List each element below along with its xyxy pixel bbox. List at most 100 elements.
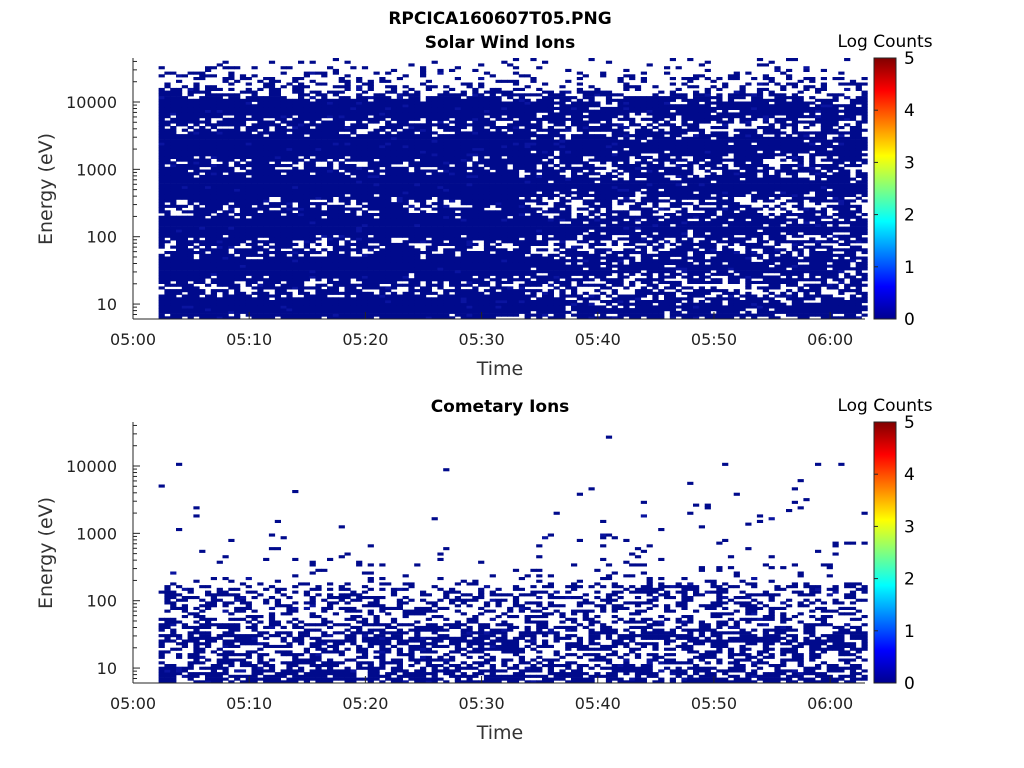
heatmap-cell <box>431 101 438 105</box>
heatmap-cell <box>263 229 270 233</box>
heatmap-cell <box>309 302 316 306</box>
heatmap-cell <box>454 240 461 244</box>
heatmap-cell <box>478 82 485 86</box>
heatmap-cell <box>303 142 310 146</box>
heatmap-cell <box>466 185 473 189</box>
heatmap-cell <box>495 180 502 184</box>
heatmap-cell <box>373 270 380 274</box>
heatmap-cell <box>181 191 188 195</box>
heatmap-cell <box>443 300 450 304</box>
heatmap-cell <box>402 270 409 274</box>
heatmap-cell <box>431 158 438 162</box>
heatmap-cell <box>425 196 432 200</box>
heatmap-cell <box>431 256 438 260</box>
heatmap-cell <box>478 191 485 195</box>
heatmap-cell <box>239 223 247 227</box>
heatmap-cell <box>460 278 467 282</box>
heatmap-cell <box>478 253 485 257</box>
heatmap-cell <box>176 234 183 238</box>
heatmap-cell <box>512 147 520 151</box>
heatmap-cell <box>483 256 491 260</box>
heatmap-cell <box>507 79 514 83</box>
heatmap-cell <box>193 310 200 314</box>
heatmap-cell <box>158 245 165 249</box>
heatmap-cell <box>228 316 235 320</box>
heatmap-cell <box>443 302 450 306</box>
heatmap-cell <box>443 267 450 271</box>
heatmap-cell <box>327 109 334 113</box>
heatmap-cell <box>286 128 293 132</box>
heatmap-cell <box>344 139 351 143</box>
heatmap-cell <box>338 120 345 124</box>
heatmap-cell <box>454 177 461 181</box>
heatmap-cell <box>181 308 188 312</box>
heatmap-cell <box>524 155 531 159</box>
heatmap-cell <box>257 169 264 173</box>
heatmap-cell <box>478 77 485 81</box>
heatmap-cell <box>431 117 438 121</box>
heatmap-cell <box>228 294 235 298</box>
heatmap-cell <box>303 213 310 217</box>
heatmap-cell <box>390 242 398 246</box>
heatmap-cell <box>280 308 287 312</box>
heatmap-cell <box>332 310 339 314</box>
heatmap-cell <box>385 221 392 225</box>
heatmap-cell <box>373 251 380 255</box>
heatmap-cell <box>251 308 258 312</box>
heatmap-cell <box>396 169 403 173</box>
heatmap-cell <box>431 242 438 246</box>
heatmap-cell <box>425 264 432 268</box>
heatmap-cell <box>431 261 438 265</box>
heatmap-cell <box>170 196 177 200</box>
heatmap-cell <box>181 101 188 105</box>
heatmap-cell <box>216 218 223 222</box>
heatmap-cell <box>385 297 392 301</box>
heatmap-cell <box>431 207 438 211</box>
heatmap-cell <box>228 128 235 132</box>
heatmap-cell <box>181 174 188 178</box>
heatmap-cell <box>199 180 206 184</box>
heatmap-cell <box>478 272 485 276</box>
heatmap-cell <box>478 210 485 214</box>
heatmap-cell <box>274 272 281 276</box>
heatmap-cell <box>158 109 165 113</box>
heatmap-cell <box>176 106 183 110</box>
heatmap-cell <box>199 313 206 317</box>
heatmap-cell <box>274 308 281 312</box>
heatmap-cell <box>187 221 194 225</box>
heatmap-cell <box>472 106 479 110</box>
heatmap-cell <box>466 223 473 227</box>
heatmap-cell <box>228 253 235 257</box>
heatmap-cell <box>274 251 281 255</box>
heatmap-cell <box>176 264 183 268</box>
heatmap-cell <box>402 153 409 157</box>
heatmap-cell <box>187 109 194 113</box>
heatmap-cell <box>437 308 444 312</box>
heatmap-cell <box>257 180 264 184</box>
heatmap-cell <box>303 253 310 257</box>
heatmap-cell <box>361 155 369 159</box>
heatmap-cell <box>257 218 264 222</box>
heatmap-cell <box>449 310 456 314</box>
heatmap-cell <box>536 278 543 282</box>
heatmap-cell <box>176 261 183 265</box>
heatmap-cell <box>437 272 444 276</box>
heatmap-cell <box>228 98 235 102</box>
heatmap-cell <box>338 196 345 200</box>
heatmap-cell <box>420 240 427 244</box>
heatmap-cell <box>425 316 432 320</box>
heatmap-cell <box>338 174 345 178</box>
heatmap-cell <box>472 164 479 168</box>
heatmap-cell <box>408 139 415 143</box>
heatmap-cell <box>524 305 531 309</box>
heatmap-cell <box>425 286 432 290</box>
heatmap-cell <box>483 101 491 105</box>
heatmap-cell <box>483 280 491 284</box>
heatmap-cell <box>518 123 525 127</box>
heatmap-cell <box>245 185 252 189</box>
heatmap-cell <box>489 267 496 271</box>
heatmap-cell <box>356 251 363 255</box>
heatmap-cell <box>356 289 363 293</box>
heatmap-cell <box>425 174 432 178</box>
heatmap-cell <box>495 286 502 290</box>
